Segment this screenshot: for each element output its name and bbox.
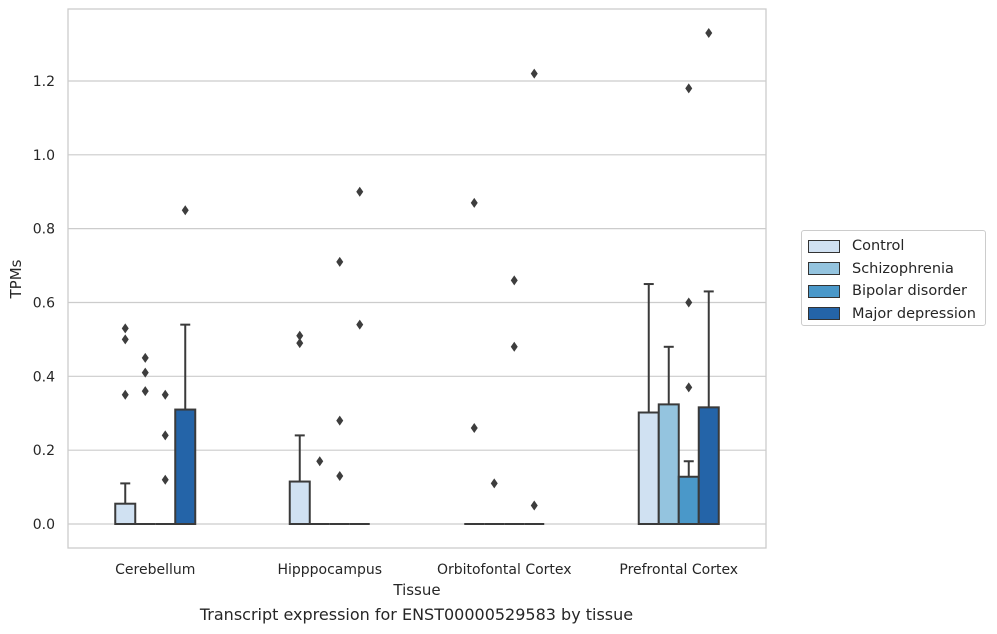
- outlier-point: [121, 323, 129, 334]
- legend-label: Bipolar disorder: [852, 283, 967, 300]
- bar: [657, 403, 680, 526]
- outlier-point: [161, 389, 169, 400]
- x-tick-label: Cerebellum: [115, 562, 195, 578]
- x-tick-label: Prefrontal Cortex: [619, 562, 738, 578]
- outlier-point: [356, 319, 364, 330]
- legend-item: Bipolar disorder: [808, 280, 979, 303]
- bar: [697, 406, 720, 526]
- outlier-point: [161, 474, 169, 485]
- bar: [677, 475, 700, 526]
- y-tick-label: 1.2: [33, 74, 55, 90]
- outlier-point: [356, 186, 364, 197]
- legend-label: Major depression: [852, 305, 976, 322]
- legend-swatch: [808, 307, 840, 321]
- outlier-point: [705, 27, 713, 38]
- outlier-point: [141, 386, 149, 397]
- y-tick-label: 1.0: [33, 148, 55, 164]
- legend-item: Schizophrenia: [808, 258, 979, 281]
- outlier-point: [141, 367, 149, 378]
- outlier-point: [296, 338, 304, 349]
- x-axis-label: Tissue: [392, 581, 440, 599]
- outlier-point: [530, 68, 538, 79]
- plot-frame: [67, 8, 767, 549]
- x-tick-labels: Cerebellum Hipppocampus Orbitofontal Corte…: [115, 562, 738, 578]
- chart-caption: Transcript expression for ENST0000052958…: [199, 605, 634, 624]
- bar: [114, 502, 137, 526]
- outlier-point: [121, 334, 129, 345]
- outlier-point: [316, 456, 324, 467]
- y-tick-labels: 0.0 0.2 0.4 0.6 0.8 1.0 1.2: [33, 74, 55, 533]
- y-tick-label: 0.2: [33, 443, 55, 459]
- outlier-point: [296, 330, 304, 341]
- outlier-point: [530, 500, 538, 511]
- legend-swatch: [808, 284, 840, 298]
- x-tick-label: Orbitofontal Cortex: [437, 562, 572, 578]
- outlier-point: [510, 341, 518, 352]
- legend-swatch: [808, 262, 840, 276]
- legend-label: Schizophrenia: [852, 260, 954, 277]
- bar: [174, 408, 197, 526]
- outlier-point: [181, 205, 189, 216]
- outlier-point: [470, 197, 478, 208]
- outlier-point: [336, 415, 344, 426]
- outlier-point: [161, 430, 169, 441]
- y-tick-label: 0.8: [33, 222, 55, 238]
- y-tick-label: 0.4: [33, 369, 55, 385]
- legend-label: Control: [852, 238, 905, 255]
- bar: [637, 411, 660, 526]
- outlier-point: [336, 471, 344, 482]
- bar: [288, 480, 311, 526]
- outlier-point: [685, 382, 693, 393]
- outlier-points: [121, 27, 713, 511]
- outlier-point: [510, 275, 518, 286]
- bars: [114, 283, 720, 526]
- legend-item: Major depression: [808, 303, 979, 326]
- x-tick-label: Hipppocampus: [277, 562, 382, 578]
- outlier-point: [685, 297, 693, 308]
- legend-item: Control: [808, 235, 979, 258]
- outlier-point: [490, 478, 498, 489]
- outlier-point: [121, 389, 129, 400]
- y-tick-label: 0.6: [33, 295, 55, 311]
- legend-swatch: [808, 239, 840, 253]
- outlier-point: [685, 83, 693, 94]
- y-tick-label: 0.0: [33, 517, 55, 533]
- outlier-point: [470, 423, 478, 434]
- y-axis-label: TPMs: [7, 259, 25, 299]
- outlier-point: [336, 256, 344, 267]
- legend: Control Schizophrenia Bipolar disorder Majo…: [801, 230, 986, 326]
- outlier-point: [141, 352, 149, 363]
